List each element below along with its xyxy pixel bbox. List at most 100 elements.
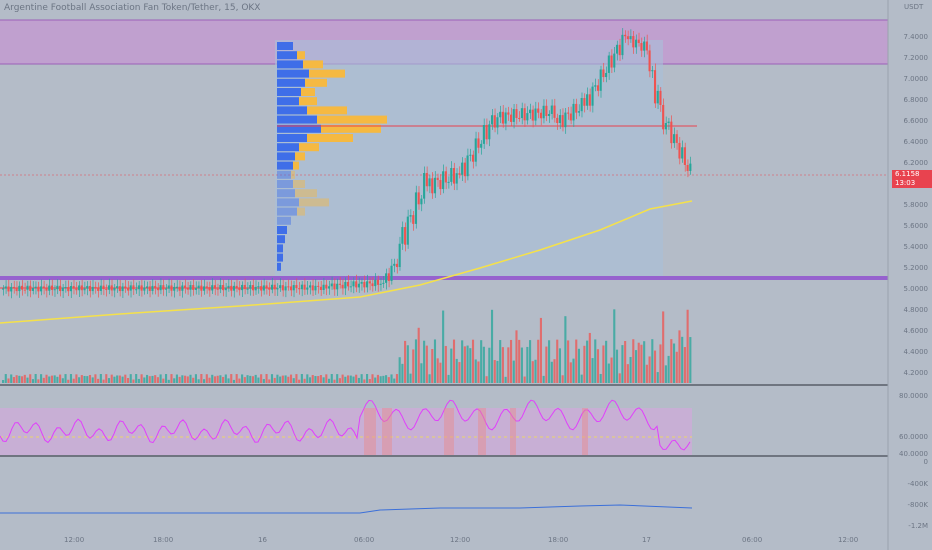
candle-body: [499, 111, 502, 118]
volume-bar: [42, 377, 45, 383]
candle-body: [605, 72, 608, 78]
volume-bar: [7, 378, 10, 383]
volume-bar: [83, 375, 86, 383]
candle-body: [681, 147, 684, 159]
candle-body: [637, 39, 640, 44]
volume-bar: [306, 374, 309, 383]
volume-bar: [167, 379, 170, 383]
volume-bar: [319, 375, 322, 383]
candle-body: [184, 285, 187, 289]
candle-body: [537, 108, 540, 113]
volume-bar: [395, 374, 399, 383]
volume-bar: [197, 379, 200, 383]
volume-bar: [292, 378, 295, 383]
candle-body: [588, 94, 591, 106]
candle-body: [333, 283, 336, 290]
volume-bar: [273, 377, 276, 383]
volume-bar: [662, 311, 665, 383]
candle-body: [197, 285, 200, 289]
candle-body: [458, 173, 461, 175]
volume-bar: [34, 374, 37, 383]
volume-bar: [97, 378, 100, 383]
candle-body: [129, 285, 132, 291]
volume-bar: [428, 374, 431, 383]
candle-body: [118, 286, 121, 292]
volume-bar: [556, 339, 559, 383]
candle-body: [178, 286, 181, 291]
candle-body: [518, 117, 521, 119]
candle-body: [235, 285, 238, 288]
candle-body: [319, 286, 322, 291]
time-axis-label: 12:00: [64, 536, 85, 544]
candle-body: [37, 286, 40, 292]
candle-body: [477, 138, 480, 148]
candle-body: [203, 286, 206, 291]
volume-bar: [455, 358, 458, 383]
volume-bar: [433, 339, 437, 383]
candle-body: [205, 286, 208, 288]
volume-bar: [322, 377, 325, 383]
candle-body: [211, 285, 214, 291]
volume-bar: [539, 317, 542, 383]
candle-body: [683, 147, 686, 165]
volume-bar: [602, 345, 605, 383]
volume-bar: [156, 377, 159, 383]
candle-body: [254, 286, 257, 291]
volume-bar: [648, 356, 651, 383]
candle-body: [376, 279, 379, 285]
candle-body: [330, 283, 333, 287]
candle-body: [97, 287, 100, 291]
volume-bar: [406, 345, 409, 383]
volume-bar: [281, 375, 284, 383]
volume-bar: [553, 359, 556, 383]
volume-bar: [569, 362, 572, 383]
volume-bar: [550, 361, 553, 383]
candle-body: [433, 177, 437, 194]
candle-body: [406, 216, 409, 245]
volume-bar: [423, 340, 426, 383]
candle-body: [45, 288, 48, 291]
candle-body: [26, 285, 29, 290]
candle-body: [409, 215, 412, 217]
volume-bar: [398, 357, 401, 383]
candle-body: [151, 285, 154, 291]
candle-body: [452, 167, 456, 184]
volume-bar: [352, 376, 355, 383]
candle-body: [640, 43, 643, 51]
volume-bar: [670, 339, 673, 383]
candle-body: [355, 281, 358, 288]
candle-body: [624, 34, 627, 37]
volume-bar: [501, 347, 504, 383]
candle-body: [591, 86, 594, 106]
volume-bar: [605, 340, 608, 383]
rsi-line: [0, 399, 691, 451]
volume-bar: [48, 376, 51, 383]
price-axis-label: 5.6000: [903, 222, 929, 230]
volume-bar: [154, 375, 157, 383]
volume-bar: [561, 375, 564, 383]
price-axis-label: 7.4000: [903, 33, 929, 41]
candle-body: [613, 53, 616, 68]
candle-body: [241, 284, 244, 291]
price-axis-label: 4.2000: [903, 369, 929, 377]
volume-bar: [325, 374, 328, 383]
candle-body: [107, 285, 111, 290]
time-axis-label: 18:00: [153, 536, 174, 544]
volume-bar: [126, 378, 130, 383]
candle-body: [561, 115, 564, 128]
rsi-overbought-shade: [364, 408, 376, 455]
volume-bar: [78, 377, 81, 383]
volume-bar: [366, 374, 369, 383]
volume-bar: [651, 339, 654, 383]
volume-bar: [360, 374, 363, 383]
candle-body: [18, 285, 21, 292]
volume-bar: [222, 376, 225, 383]
volume-bar: [246, 375, 249, 383]
volume-bar: [463, 346, 466, 383]
profile-bar: [277, 226, 287, 234]
candle-body: [53, 289, 56, 291]
candle-body: [580, 98, 583, 112]
candle-body: [599, 69, 602, 91]
volume-bar: [493, 360, 496, 383]
